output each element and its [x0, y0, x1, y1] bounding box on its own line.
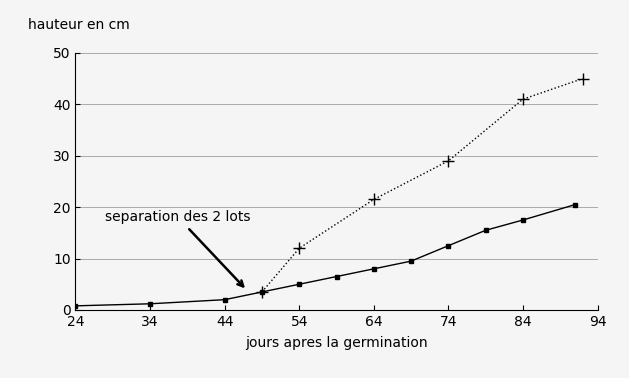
- 20 C: [445, 243, 452, 248]
- 31 C: [258, 290, 265, 294]
- 20 C: [147, 302, 154, 306]
- Line: 31 C: 31 C: [257, 73, 588, 297]
- 31 C: [296, 246, 303, 251]
- 20 C: [296, 282, 303, 287]
- 31 C: [579, 76, 586, 81]
- 31 C: [370, 197, 377, 202]
- 20 C: [258, 290, 265, 294]
- 20 C: [221, 297, 228, 302]
- Line: 20 C: 20 C: [74, 203, 577, 308]
- Text: separation des 2 lots: separation des 2 lots: [105, 211, 251, 287]
- 20 C: [408, 259, 415, 263]
- 20 C: [72, 304, 79, 308]
- 20 C: [519, 218, 526, 222]
- 20 C: [333, 274, 340, 279]
- 20 C: [370, 266, 377, 271]
- Legend: 20 C, 31 C: 20 C, 31 C: [247, 373, 426, 378]
- Text: hauteur en cm: hauteur en cm: [28, 19, 130, 33]
- 20 C: [571, 202, 579, 207]
- X-axis label: jours apres la germination: jours apres la germination: [245, 336, 428, 350]
- 20 C: [482, 228, 489, 232]
- 31 C: [445, 159, 452, 163]
- 31 C: [519, 97, 526, 101]
